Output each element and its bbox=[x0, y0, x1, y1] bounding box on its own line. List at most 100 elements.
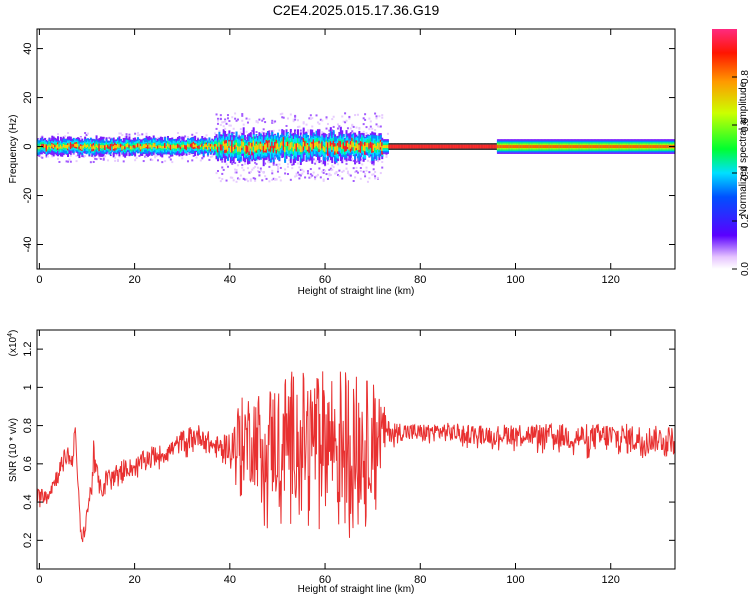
spectrogram-scatter-mark bbox=[311, 125, 314, 128]
spectrogram-scatter-mark bbox=[254, 179, 257, 182]
spectrogram-cell bbox=[66, 144, 69, 149]
spectrogram-scatter-mark bbox=[361, 157, 364, 160]
spectrogram-scatter-mark bbox=[256, 166, 259, 169]
spectrogram-cell bbox=[644, 145, 647, 149]
spectrogram-scatter-mark bbox=[342, 169, 345, 172]
spectrogram-cell bbox=[511, 145, 514, 149]
spectrogram-cell bbox=[365, 142, 368, 147]
spectrogram-scatter-mark bbox=[155, 154, 158, 157]
spectrogram-scatter-mark bbox=[314, 162, 317, 165]
spectrogram-scatter-mark bbox=[224, 118, 227, 121]
spectrogram-cell bbox=[388, 144, 391, 149]
spectrogram-scatter-mark bbox=[108, 136, 111, 139]
spectrogram-scatter-mark bbox=[248, 118, 251, 121]
spectrogram-cell bbox=[105, 144, 108, 148]
spectrogram-cell bbox=[442, 144, 445, 149]
spectrogram-scatter-mark bbox=[92, 160, 95, 163]
spectrogram-cell bbox=[661, 145, 664, 149]
spectrogram-scatter-mark bbox=[356, 157, 359, 160]
spectrogram-cell bbox=[525, 145, 528, 149]
spectrogram-cell bbox=[132, 144, 135, 148]
spectrogram-cell bbox=[448, 144, 451, 149]
spectrogram-cell bbox=[201, 143, 204, 147]
spectrogram-scatter-mark bbox=[279, 113, 282, 116]
spectrogram-cell bbox=[578, 145, 581, 149]
spectrogram-scatter-mark bbox=[41, 156, 44, 159]
spectrogram-cell bbox=[428, 144, 431, 149]
spectrogram-scatter-mark bbox=[232, 127, 235, 130]
spectrogram-scatter-mark bbox=[292, 120, 295, 123]
spectrogram-scatter-mark bbox=[266, 156, 269, 159]
spectrogram-cell bbox=[492, 144, 495, 149]
spectrogram-cell bbox=[609, 145, 612, 149]
spectrogram-cell bbox=[432, 144, 435, 149]
spectrogram-cell bbox=[184, 145, 187, 150]
spectrogram-y-tick-label: -40 bbox=[22, 237, 34, 253]
spectrogram-cell bbox=[161, 145, 164, 149]
spectrogram-cell bbox=[355, 142, 358, 149]
spectrogram-scatter-mark bbox=[231, 162, 234, 165]
spectrogram-cell bbox=[256, 145, 259, 150]
spectrogram-scatter-mark bbox=[371, 163, 374, 166]
spectrogram-cell bbox=[322, 146, 325, 151]
spectrogram-cell bbox=[288, 143, 291, 151]
spectrogram-cell bbox=[566, 145, 569, 149]
spectrogram-cell bbox=[498, 145, 501, 149]
spectrogram-scatter-mark bbox=[296, 119, 299, 122]
spectrogram-scatter-mark bbox=[68, 158, 71, 161]
spectrogram-cell bbox=[646, 145, 649, 149]
spectrogram-scatter-mark bbox=[381, 114, 384, 117]
spectrogram-scatter-mark bbox=[215, 127, 218, 130]
spectrogram-scatter-mark bbox=[374, 170, 377, 173]
spectrogram-cell bbox=[218, 142, 221, 147]
colorbar-tick-label: 0.4 bbox=[740, 166, 750, 180]
spectrogram-scatter-mark bbox=[298, 125, 301, 128]
spectrogram-scatter-mark bbox=[226, 114, 229, 117]
spectrogram-cell bbox=[654, 145, 657, 149]
spectrogram-scatter-mark bbox=[242, 123, 245, 126]
spectrogram-cell bbox=[471, 144, 474, 149]
spectrogram-cell bbox=[96, 145, 99, 149]
spectrogram-cell bbox=[164, 143, 167, 148]
spectrogram-x-tick-label: 60 bbox=[319, 274, 331, 286]
spectrogram-cell bbox=[255, 143, 258, 151]
spectrogram-scatter-mark bbox=[322, 171, 325, 174]
spectrogram-scatter-mark bbox=[325, 127, 328, 130]
spectrogram-scatter-mark bbox=[109, 137, 112, 140]
spectrogram-cell bbox=[186, 143, 189, 147]
spectrogram-scatter-mark bbox=[345, 162, 348, 165]
spectrogram-cell bbox=[226, 146, 229, 152]
spectrogram-scatter-mark bbox=[386, 132, 389, 135]
spectrogram-cell bbox=[248, 145, 251, 152]
spectrogram-scatter-mark bbox=[295, 131, 298, 134]
spectrogram-scatter-mark bbox=[265, 177, 268, 180]
spectrogram-scatter-mark bbox=[299, 129, 302, 132]
spectrogram-cell bbox=[331, 144, 334, 151]
spectrogram-cell bbox=[204, 143, 207, 148]
spectrogram-scatter-mark bbox=[348, 117, 351, 120]
spectrogram-cell bbox=[526, 145, 529, 149]
spectrogram-cell bbox=[408, 144, 411, 149]
spectrogram-cell bbox=[75, 143, 78, 147]
spectrogram-cell bbox=[192, 143, 195, 148]
spectrogram-cell bbox=[149, 144, 152, 148]
spectrogram-scatter-mark bbox=[276, 167, 279, 170]
snr-y-tick-label: 0.8 bbox=[22, 418, 34, 433]
spectrogram-scatter-mark bbox=[241, 166, 244, 169]
spectrogram-cell bbox=[634, 145, 637, 149]
spectrogram-cell bbox=[422, 144, 425, 149]
spectrogram-scatter-mark bbox=[314, 178, 317, 181]
spectrogram-cell bbox=[59, 144, 62, 149]
spectrogram-cell bbox=[41, 143, 44, 147]
spectrogram-scatter-mark bbox=[49, 138, 52, 141]
spectrogram-cell bbox=[231, 144, 234, 149]
spectrogram-scatter-mark bbox=[309, 176, 312, 179]
spectrogram-cell bbox=[275, 143, 278, 150]
spectrogram-y-tick-label: -20 bbox=[22, 188, 34, 204]
spectrogram-scatter-mark bbox=[199, 159, 202, 162]
spectrogram-scatter-mark bbox=[235, 180, 238, 183]
spectrogram-cell bbox=[615, 145, 618, 149]
spectrogram-scatter-mark bbox=[106, 159, 109, 162]
spectrogram-cell bbox=[626, 145, 629, 149]
spectrogram-scatter-mark bbox=[58, 160, 61, 163]
